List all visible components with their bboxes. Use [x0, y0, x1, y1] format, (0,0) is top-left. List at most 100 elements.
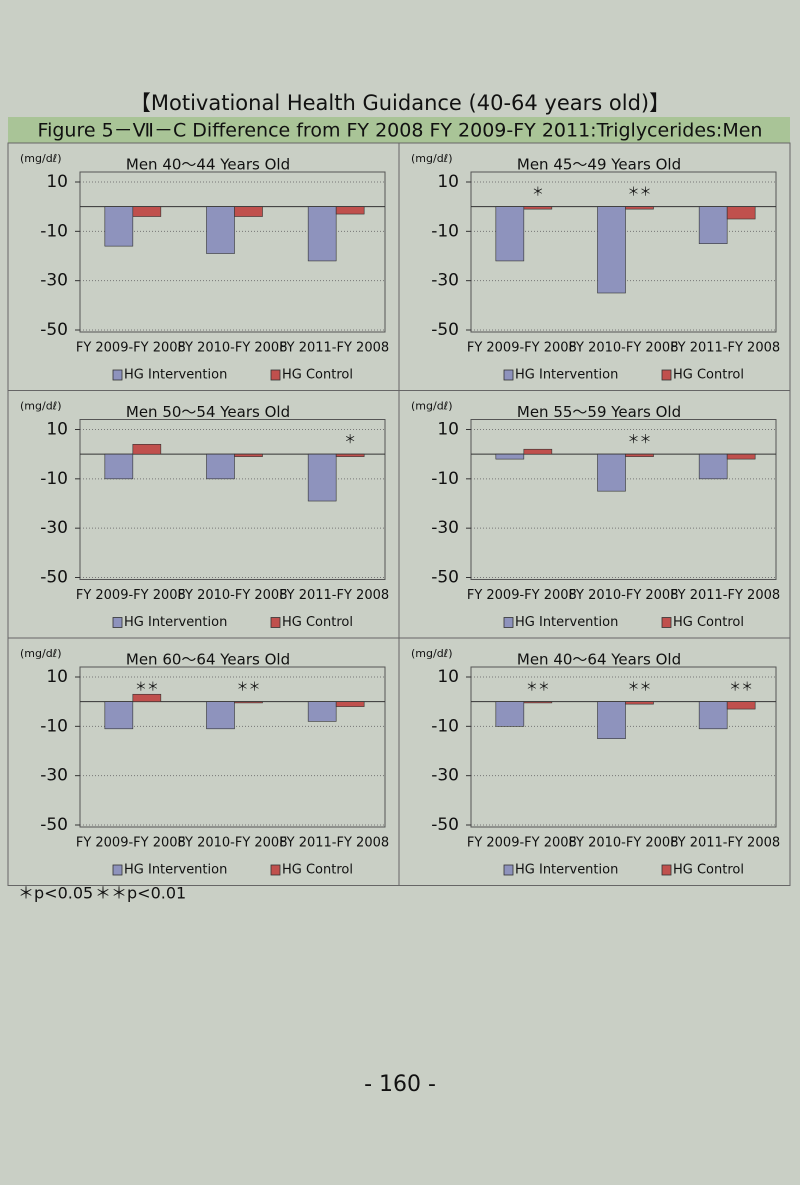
bar: [597, 206, 626, 294]
y-tick-label: -50: [40, 815, 68, 835]
significance-label: ＊＊: [135, 679, 159, 693]
y-tick-label: -50: [431, 568, 459, 588]
significance-label: ＊: [532, 184, 544, 198]
y-tick-label: 10: [46, 420, 68, 440]
bar: [132, 693, 162, 702]
bar: [234, 206, 263, 217]
x-tick-label: FY 2010-FY 2008: [569, 588, 679, 603]
legend-label: HG Intervention: [515, 615, 618, 630]
plot-frame: [470, 666, 777, 828]
legend-swatch: [270, 864, 281, 876]
legend-label: HG Control: [673, 368, 744, 383]
x-tick-label: FY 2010-FY 2008: [178, 588, 288, 603]
x-tick-label: FY 2009-FY 2008: [467, 588, 577, 603]
bar: [523, 448, 553, 455]
chart-title: Men 55～59 Years Old: [517, 403, 681, 421]
bar: [335, 206, 365, 215]
legend-swatch: [661, 864, 672, 876]
bar: [495, 206, 525, 262]
bar: [726, 453, 756, 460]
x-tick-label: FY 2009-FY 2008: [76, 588, 186, 603]
y-tick-label: 10: [437, 420, 459, 440]
legend-label: HG Intervention: [124, 615, 227, 630]
bar: [307, 206, 337, 262]
y-axis-label: (mg/dℓ): [20, 647, 62, 660]
significance-label: ＊＊: [627, 184, 651, 198]
legend-swatch: [112, 369, 123, 381]
bar: [625, 701, 654, 705]
x-tick-label: FY 2011-FY 2008: [279, 341, 389, 356]
footnote: ＊＊p<0.01: [95, 884, 186, 903]
bar: [726, 701, 756, 710]
legend-label: HG Control: [282, 615, 353, 630]
chart-title: Men 45～49 Years Old: [517, 156, 681, 174]
y-tick-label: -50: [40, 320, 68, 340]
x-tick-label: FY 2011-FY 2008: [670, 836, 780, 851]
y-tick-label: -10: [40, 221, 68, 241]
legend-swatch: [503, 864, 514, 876]
x-tick-label: FY 2010-FY 2008: [178, 836, 288, 851]
y-tick-label: -10: [40, 716, 68, 736]
bar: [234, 453, 263, 457]
bar: [206, 701, 235, 730]
x-tick-label: FY 2009-FY 2008: [467, 341, 577, 356]
legend-label: HG Control: [282, 368, 353, 383]
y-tick-label: -30: [431, 766, 459, 786]
y-tick-label: -50: [40, 568, 68, 588]
legend-swatch: [112, 617, 123, 628]
y-tick-label: -50: [431, 815, 459, 835]
bar: [132, 206, 162, 217]
legend-label: HG Intervention: [124, 863, 227, 878]
x-tick-label: FY 2010-FY 2008: [569, 836, 679, 851]
y-axis-label: (mg/dℓ): [411, 400, 453, 413]
legend-label: HG Control: [282, 863, 353, 878]
legend-swatch: [661, 617, 672, 628]
bar: [335, 701, 365, 707]
y-tick-label: -10: [40, 469, 68, 489]
y-tick-label: -30: [431, 271, 459, 291]
y-tick-label: -30: [431, 518, 459, 538]
y-tick-label: -30: [40, 518, 68, 538]
significance-label: ＊: [344, 432, 356, 446]
y-tick-label: -10: [431, 716, 459, 736]
significance-label: ＊＊: [627, 679, 651, 693]
bar: [625, 453, 654, 457]
bar: [625, 206, 654, 210]
bar: [132, 443, 162, 455]
x-tick-label: FY 2010-FY 2008: [569, 341, 679, 356]
plot-frame: [79, 419, 386, 580]
bar: [335, 453, 365, 457]
x-tick-label: FY 2009-FY 2008: [76, 341, 186, 356]
x-tick-label: FY 2010-FY 2008: [178, 341, 288, 356]
legend-label: HG Intervention: [515, 368, 618, 383]
bar: [104, 701, 134, 730]
x-tick-label: FY 2009-FY 2008: [467, 836, 577, 851]
plot-frame: [79, 171, 386, 333]
y-axis-label: (mg/dℓ): [411, 152, 453, 165]
bar: [523, 206, 553, 210]
bar: [495, 453, 525, 460]
y-axis-label: (mg/dℓ): [20, 400, 62, 413]
significance-label: ＊＊: [627, 432, 651, 446]
bar: [597, 701, 626, 739]
bar: [523, 701, 553, 704]
x-tick-label: FY 2009-FY 2008: [76, 836, 186, 851]
y-tick-label: -30: [40, 271, 68, 291]
legend-swatch: [661, 369, 672, 381]
page-number: - 160 -: [364, 1072, 436, 1097]
bar: [104, 206, 134, 247]
bar: [206, 453, 235, 480]
chart-title: Men 40～44 Years Old: [126, 156, 290, 174]
bar: [307, 701, 337, 722]
x-tick-label: FY 2011-FY 2008: [279, 588, 389, 603]
y-tick-label: -30: [40, 766, 68, 786]
bar: [307, 453, 337, 502]
legend-swatch: [503, 617, 514, 628]
bar: [104, 453, 134, 480]
x-tick-label: FY 2011-FY 2008: [670, 341, 780, 356]
chart-title: Men 40～64 Years Old: [517, 651, 681, 669]
legend-swatch: [503, 369, 514, 381]
legend-label: HG Intervention: [124, 368, 227, 383]
